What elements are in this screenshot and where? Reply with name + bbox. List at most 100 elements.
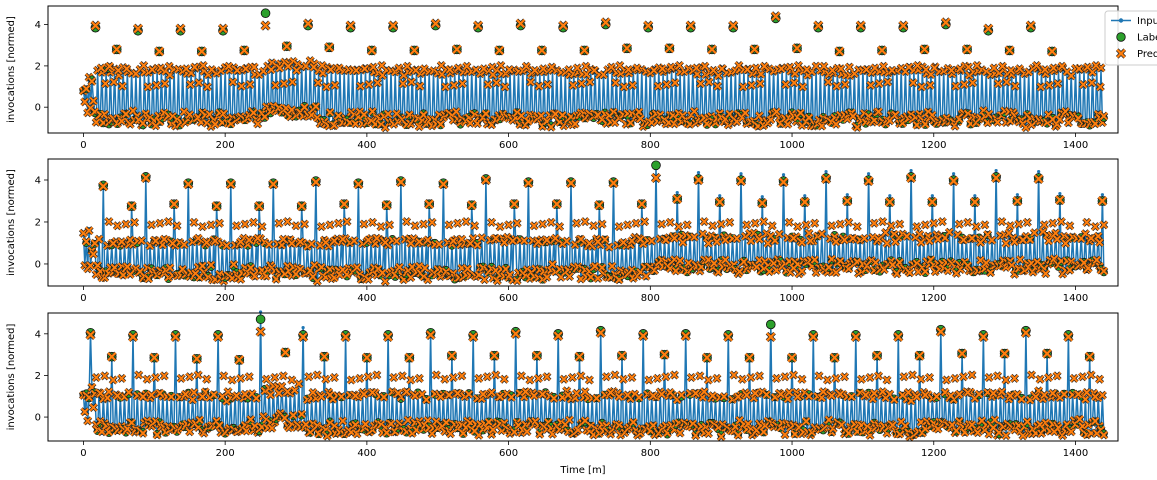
prediction-step-point bbox=[836, 64, 846, 74]
prediction-point bbox=[349, 236, 359, 246]
prediction-step-point bbox=[449, 80, 459, 90]
prediction-point bbox=[392, 236, 402, 246]
prediction-step-point bbox=[925, 80, 935, 90]
prediction-step-point bbox=[920, 220, 930, 230]
prediction-point bbox=[709, 258, 719, 268]
prediction-point bbox=[307, 239, 317, 249]
y-tick-label: 4 bbox=[35, 20, 41, 31]
prediction-step-point bbox=[380, 237, 390, 248]
prediction-step-point bbox=[113, 65, 123, 75]
prediction-step-point bbox=[933, 234, 943, 244]
prediction-step-point bbox=[402, 217, 412, 227]
prediction-point bbox=[299, 102, 310, 112]
prediction-point bbox=[817, 229, 827, 239]
prediction-point bbox=[881, 227, 891, 238]
prediction-step-point bbox=[662, 79, 672, 90]
prediction-point bbox=[246, 414, 256, 425]
prediction-step-point bbox=[1006, 65, 1016, 75]
prediction-step-point bbox=[767, 221, 777, 231]
prediction-step-point bbox=[147, 65, 157, 75]
prediction-point bbox=[386, 419, 396, 429]
prediction-point bbox=[241, 426, 251, 436]
prediction-step-point bbox=[713, 81, 723, 91]
prediction-point bbox=[297, 409, 307, 419]
prediction-step-point bbox=[785, 62, 795, 72]
prediction-step-point bbox=[1010, 81, 1020, 91]
prediction-step-point bbox=[512, 218, 522, 228]
prediction-step-point bbox=[529, 221, 539, 231]
prediction-point bbox=[586, 272, 596, 282]
inputs-point bbox=[696, 171, 701, 175]
prediction-step-point bbox=[874, 79, 884, 89]
prediction-point bbox=[80, 407, 90, 417]
prediction-point bbox=[383, 109, 393, 119]
prediction-step-point bbox=[164, 61, 174, 71]
prediction-point bbox=[264, 239, 274, 249]
prediction-step-point bbox=[747, 80, 757, 90]
prediction-step-point bbox=[1090, 222, 1100, 232]
prediction-point bbox=[465, 118, 475, 128]
prediction-step-point bbox=[1091, 60, 1101, 71]
prediction-step-point bbox=[325, 220, 335, 230]
subplot-2-y-axis-label: invocations [normed] bbox=[6, 169, 17, 276]
legend-inputs-label: Inputs bbox=[1137, 16, 1157, 27]
prediction-step-point bbox=[367, 217, 378, 227]
prediction-step-point bbox=[852, 222, 862, 232]
prediction-step-point bbox=[580, 217, 590, 227]
prediction-step-point bbox=[160, 79, 170, 89]
prediction-step-point bbox=[798, 82, 808, 92]
prediction-step-point bbox=[886, 221, 896, 231]
prediction-point bbox=[462, 264, 473, 274]
prediction-step-point bbox=[440, 82, 451, 92]
prediction-step-point bbox=[712, 237, 722, 247]
prediction-step-point bbox=[696, 79, 706, 89]
prediction-step-point bbox=[1018, 235, 1028, 245]
prediction-step-point bbox=[139, 60, 149, 71]
prediction-step-point bbox=[750, 218, 760, 228]
prediction-point bbox=[197, 261, 208, 271]
prediction-step-point bbox=[270, 80, 281, 90]
prediction-point bbox=[764, 267, 774, 277]
prediction-step-point bbox=[997, 217, 1007, 227]
prediction-point bbox=[481, 109, 491, 119]
prediction-step-point bbox=[972, 60, 982, 71]
prediction-step-point bbox=[202, 82, 212, 92]
prediction-step-point bbox=[377, 60, 387, 71]
prediction-step-point bbox=[989, 63, 999, 73]
prediction-point bbox=[720, 255, 730, 265]
prediction-point bbox=[451, 107, 461, 117]
prediction-step-point bbox=[406, 238, 416, 248]
prediction-step-point bbox=[635, 234, 645, 244]
prediction-point bbox=[124, 387, 134, 397]
prediction-step-point bbox=[572, 218, 582, 228]
prediction-point bbox=[88, 249, 98, 259]
prediction-point bbox=[1092, 255, 1102, 265]
prediction-step-point bbox=[249, 62, 259, 72]
prediction-step-point bbox=[190, 62, 200, 72]
prediction-step-point bbox=[224, 61, 234, 71]
x-tick-label: 600 bbox=[499, 293, 518, 304]
prediction-step-point bbox=[921, 65, 931, 75]
prediction-step-point bbox=[781, 79, 791, 90]
prediction-step-point bbox=[848, 233, 858, 243]
prediction-step-point bbox=[487, 62, 497, 72]
prediction-step-point bbox=[746, 236, 756, 246]
prediction-step-point bbox=[870, 63, 880, 73]
prediction-step-point bbox=[368, 62, 378, 72]
x-tick-label: 600 bbox=[499, 140, 518, 151]
prediction-step-point bbox=[1009, 237, 1020, 247]
prediction-point bbox=[209, 390, 219, 400]
x-tick-label: 400 bbox=[357, 448, 376, 459]
prediction-step-point bbox=[321, 82, 332, 92]
prediction-point bbox=[253, 119, 263, 129]
prediction-point bbox=[591, 393, 602, 403]
prediction-step-point bbox=[151, 80, 161, 90]
prediction-step-point bbox=[122, 64, 132, 74]
prediction-point bbox=[1015, 255, 1025, 265]
prediction-step-point bbox=[1086, 233, 1096, 243]
prediction-step-point bbox=[704, 77, 714, 87]
prediction-step-point bbox=[266, 65, 276, 75]
prediction-step-point bbox=[109, 77, 119, 87]
prediction-step-point bbox=[543, 79, 553, 90]
prediction-step-point bbox=[627, 236, 637, 246]
